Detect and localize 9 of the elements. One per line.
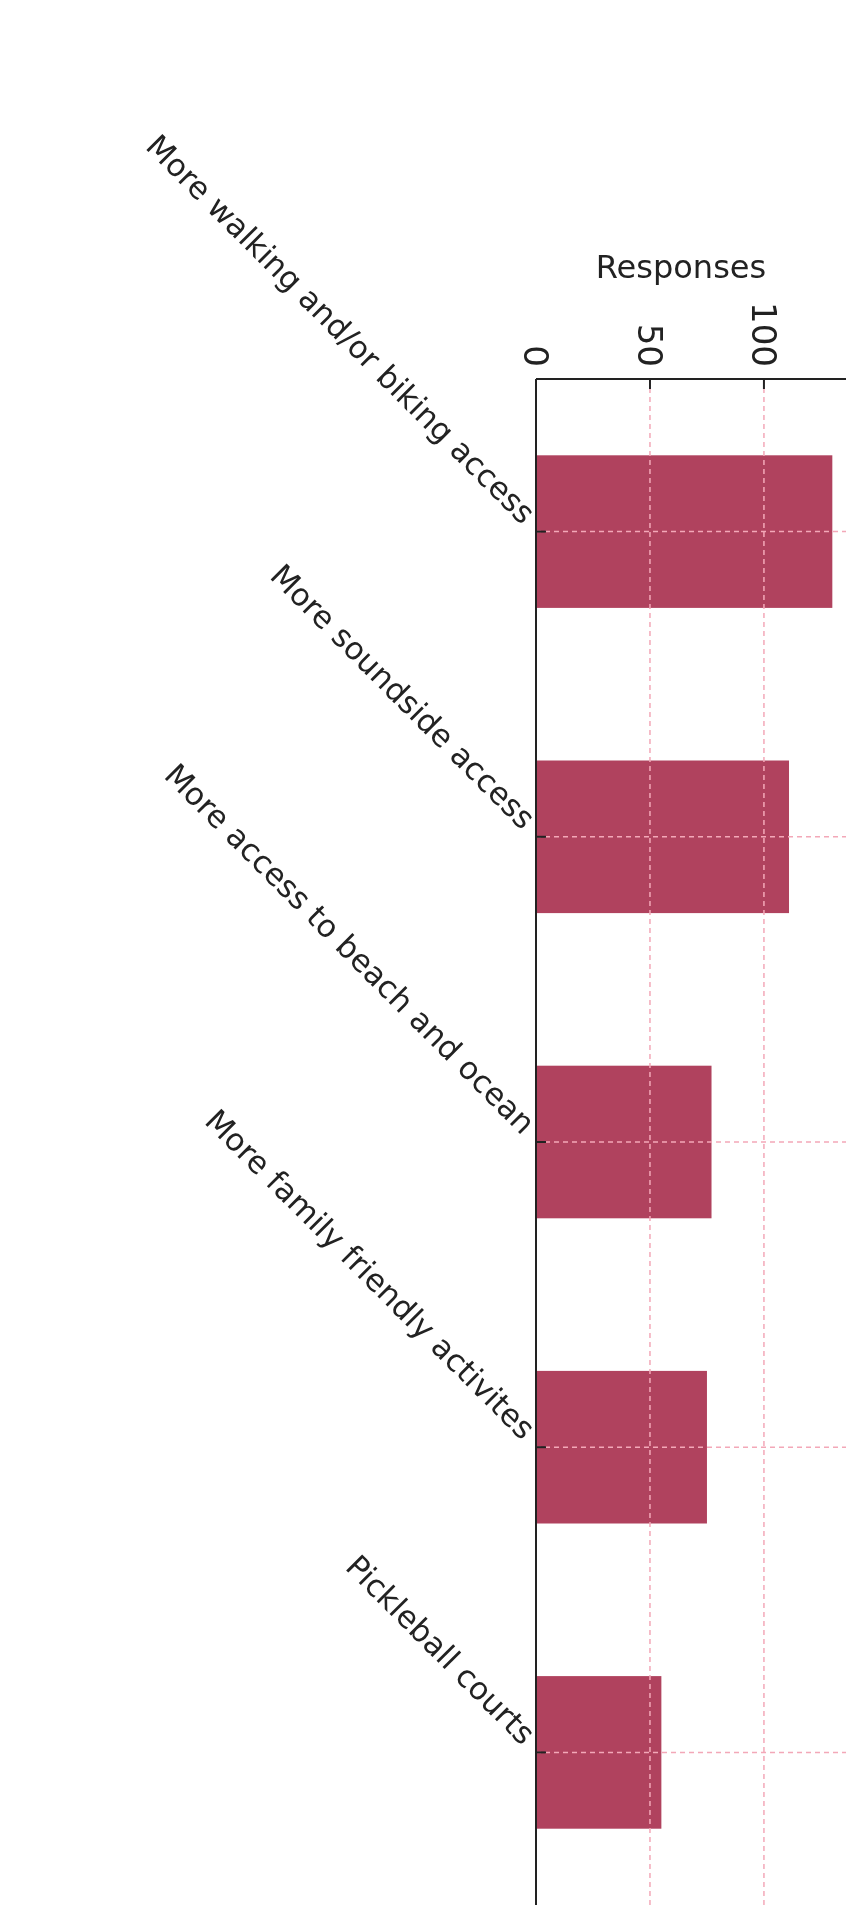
x-tick-label: 0 [516,345,556,367]
bar [536,1676,662,1829]
x-axis-title: Responses [595,248,767,286]
bar [536,1370,707,1524]
bar [536,760,790,914]
bar [536,1065,712,1219]
bar [536,455,833,608]
x-tick-label: 50 [629,323,670,367]
x-tick-label: 100 [743,302,784,367]
